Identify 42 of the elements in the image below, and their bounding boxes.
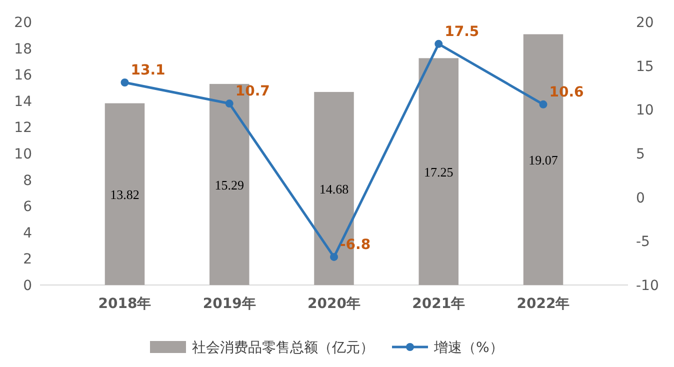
y2-tick-label: 5 (636, 146, 645, 162)
y-tick-label: 6 (23, 199, 32, 216)
x-tick-label: 2020年 (308, 296, 360, 312)
data-label: 13.1 (130, 62, 166, 78)
data-label: 14.68 (319, 181, 349, 196)
x-tick-label: 2021年 (412, 296, 466, 312)
legend-label: 增速（%） (433, 340, 504, 356)
point (539, 100, 548, 108)
point (120, 78, 129, 86)
data-label: 17.5 (444, 24, 480, 40)
x-tick-label: 2019年 (202, 296, 256, 312)
y2-tick-label: 0 (636, 190, 645, 206)
y-tick-label: 12 (14, 120, 32, 136)
y-tick-label: 8 (23, 172, 32, 189)
point (225, 100, 234, 108)
y2-tick-label: 10 (636, 102, 654, 119)
data-label: 17.25 (424, 164, 454, 180)
bar (104, 103, 145, 285)
data-label: 13.82 (110, 187, 140, 202)
x-tick-label: 2018年 (98, 296, 152, 312)
y-tick-label: 14 (14, 94, 32, 110)
point (330, 252, 338, 261)
data-label: 19.07 (528, 152, 558, 168)
y-tick-label: 0 (23, 278, 32, 294)
data-label: -6.8 (340, 236, 371, 253)
y-tick-label: 10 (14, 146, 32, 162)
y2-tick-label: 15 (636, 58, 654, 75)
y-tick-label: 16 (14, 68, 32, 84)
y-tick-label: 20 (14, 15, 32, 31)
data-label: 15.29 (214, 177, 244, 192)
data-label: 10.7 (235, 84, 270, 100)
point (434, 40, 443, 48)
y2-tick-label: -5 (636, 234, 650, 250)
legend-label: 社会消费品零售总额（亿元） (192, 340, 374, 356)
y2-tick-label: -10 (636, 278, 659, 294)
y-tick-label: 2 (23, 252, 32, 268)
y-tick-label: 18 (14, 41, 32, 58)
y-tick-label: 4 (23, 225, 32, 242)
data-label: 10.6 (549, 84, 584, 100)
x-tick-label: 2022年 (516, 296, 570, 312)
y2-tick-label: 20 (636, 15, 654, 31)
bar (418, 58, 459, 285)
